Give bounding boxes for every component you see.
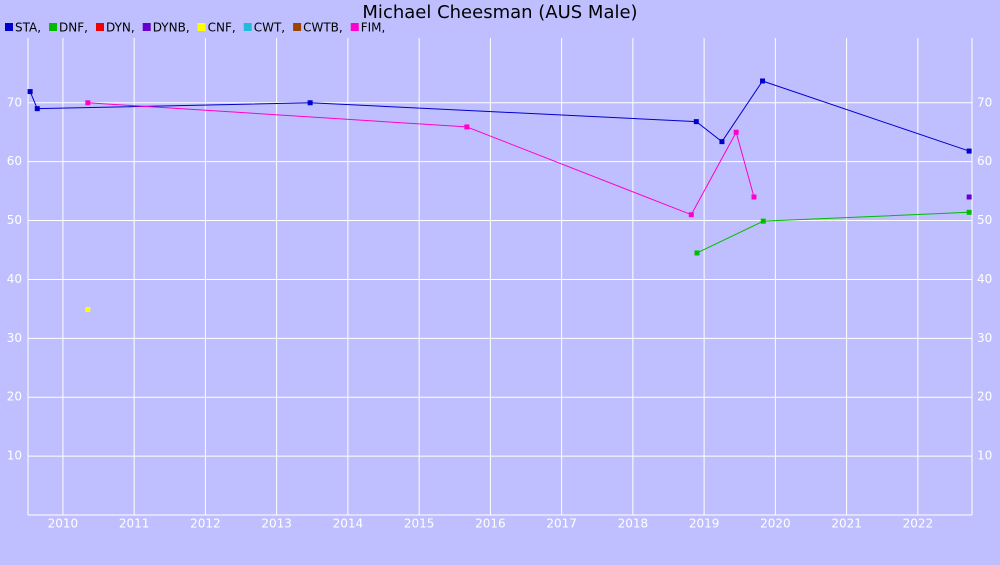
legend-swatch [293, 23, 302, 31]
data-point [85, 100, 91, 106]
y2-tick-label: 50 [977, 213, 992, 227]
x-tick-label: 2020 [760, 517, 791, 531]
legend-label: DYNB, [153, 21, 190, 35]
y-tick-label: 20 [7, 390, 22, 404]
legend-swatch [5, 23, 13, 31]
y2-tick-label: 20 [977, 390, 992, 404]
y-tick-label: 70 [7, 95, 22, 109]
legend-label: CWTB, [303, 21, 343, 35]
x-tick-label: 2018 [618, 517, 649, 531]
legend-swatch [95, 23, 104, 31]
data-point [693, 119, 699, 125]
x-tick-label: 2011 [119, 517, 150, 531]
legend-swatch [49, 23, 58, 31]
y2-tick-label: 30 [977, 331, 992, 345]
data-point [34, 106, 40, 112]
x-tick-label: 2016 [475, 517, 506, 531]
legend-label: DNF, [59, 21, 88, 35]
x-tick-label: 2017 [546, 517, 577, 531]
y-tick-label: 40 [7, 272, 22, 286]
legend-label: DYN, [106, 21, 135, 35]
legend-swatch [197, 23, 206, 31]
data-point [464, 124, 470, 130]
x-tick-label: 2013 [261, 517, 292, 531]
legend-label: FIM, [361, 21, 386, 35]
data-point [688, 212, 694, 218]
x-tick-label: 2022 [903, 517, 934, 531]
data-point [85, 306, 91, 312]
x-tick-label: 2019 [689, 517, 720, 531]
y2-tick-label: 10 [977, 449, 992, 463]
y-tick-label: 30 [7, 331, 22, 345]
y2-tick-label: 60 [977, 154, 992, 168]
y-tick-label: 50 [7, 213, 22, 227]
data-point [694, 250, 700, 256]
y2-tick-label: 40 [977, 272, 992, 286]
y-tick-label: 10 [7, 449, 22, 463]
x-tick-label: 2021 [831, 517, 862, 531]
x-tick-label: 2012 [190, 517, 221, 531]
data-point [966, 148, 972, 154]
legend-swatch [142, 23, 151, 31]
legend-label: CNF, [208, 21, 236, 35]
data-point [733, 129, 739, 135]
x-tick-label: 2015 [404, 517, 435, 531]
data-point [27, 89, 33, 95]
x-tick-label: 2010 [48, 517, 79, 531]
chart-title: Michael Cheesman (AUS Male) [362, 2, 637, 23]
y-tick-label: 60 [7, 154, 22, 168]
legend-swatch [350, 23, 359, 31]
data-point [760, 78, 766, 84]
x-tick-label: 2014 [333, 517, 364, 531]
legend-label: STA, [15, 21, 41, 35]
legend-swatch [243, 23, 252, 31]
data-point [760, 218, 766, 224]
legend-label: CWT, [254, 21, 285, 35]
data-point [751, 194, 757, 200]
data-point [719, 139, 725, 145]
data-point [966, 209, 972, 215]
data-point [966, 194, 972, 200]
y2-tick-label: 70 [977, 95, 992, 109]
data-point [307, 100, 313, 106]
